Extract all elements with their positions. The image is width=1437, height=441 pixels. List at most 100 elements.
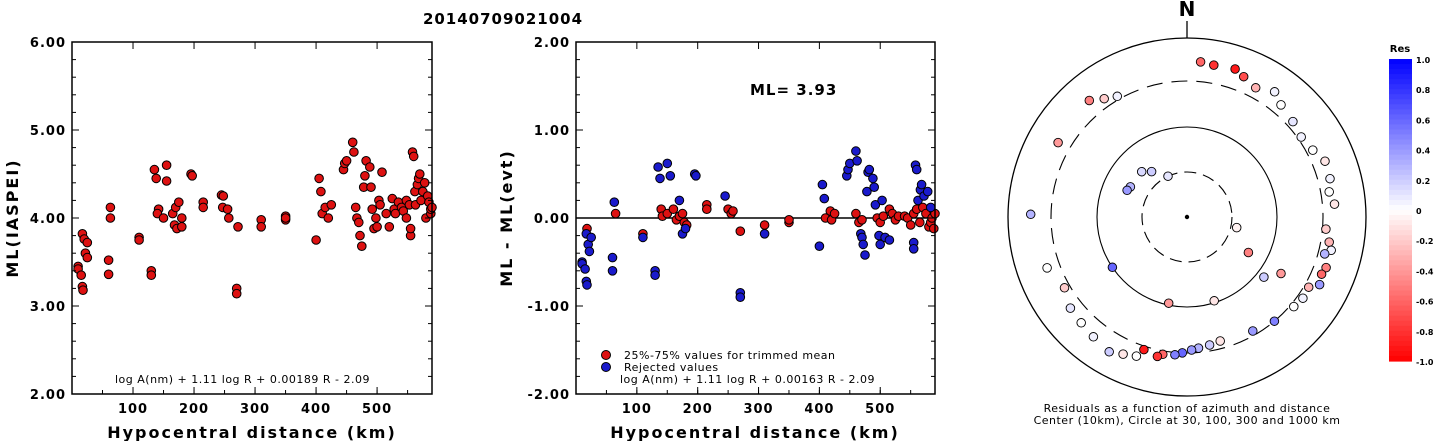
colorbar-cell [1389, 169, 1412, 176]
polar-residual-point [1276, 100, 1286, 110]
polar-residual-point [1329, 199, 1340, 209]
legend-accepted-marker [601, 350, 611, 360]
colorbar-tick-label: -0.8 [1416, 328, 1434, 337]
panel1-ticks: 100 200 300 400 500 2.00 3.00 4.00 5.00 6.00 [30, 36, 432, 417]
panel2-ytick-label: 1.00 [534, 124, 570, 139]
panel1-point [366, 182, 376, 192]
panel2-xtick-label: 300 [743, 402, 773, 417]
colorbar-tick-label: -0.6 [1416, 298, 1434, 307]
panel1-point [105, 213, 116, 223]
colorbar-cell [1389, 139, 1412, 146]
panel2-marks [576, 146, 940, 303]
colorbar-cell [1389, 305, 1412, 312]
panel1-point [82, 252, 93, 263]
panel2-ylabel: ML - ML(evt) [497, 149, 516, 287]
panel2-rejected-point [665, 171, 676, 181]
colorbar-cell [1389, 59, 1412, 65]
colorbar-cell [1389, 350, 1412, 357]
panel2-rejected-point [674, 195, 685, 206]
colorbar-cell [1389, 149, 1412, 156]
colorbar-cell [1389, 64, 1412, 70]
panel1-xtick-label: 400 [301, 402, 331, 417]
colorbar-tick-label: -0.2 [1416, 237, 1434, 246]
colorbar-tick-label: 0.8 [1416, 86, 1431, 95]
colorbar-cell [1389, 210, 1412, 216]
panel2-rejected-point [858, 239, 869, 250]
colorbar-cell [1389, 245, 1412, 251]
panel2-rejected-point [877, 195, 887, 206]
colorbar-cell [1389, 240, 1412, 246]
panel1-point [408, 151, 419, 162]
panel2-ytick-label: -2.00 [528, 388, 570, 403]
polar-residual-point [1250, 83, 1261, 93]
polar-residual-point [1238, 71, 1249, 82]
polar-residual-point [1308, 145, 1318, 155]
panel2-rejected-point [735, 292, 746, 303]
legend-rejected-label: Rejected values [624, 361, 719, 374]
polar-residual-point [1320, 156, 1330, 166]
panel2-point [857, 215, 867, 225]
panel1-point [151, 173, 161, 184]
panel1-ytick-label: 5.00 [30, 124, 66, 139]
panel2-point [829, 208, 840, 219]
colorbar-cell [1389, 325, 1412, 332]
panel1-point [187, 171, 197, 181]
panel2-point [929, 223, 939, 234]
panel1-ytick-label: 4.00 [30, 212, 66, 227]
colorbar-tick-label: -1.0 [1416, 358, 1434, 367]
polar-residual-point [1314, 279, 1325, 290]
panel2-point [759, 220, 770, 230]
panel2-point [702, 204, 712, 214]
panel-polar-residuals: N Residuals as a function of azimuth and… [1007, 0, 1367, 427]
panel2-rejected-point [653, 162, 663, 172]
panel1-point [218, 191, 229, 201]
panel1-point [357, 241, 367, 251]
polar-residual-point [1059, 283, 1070, 293]
colorbar-tick-label: 1.0 [1416, 56, 1431, 65]
legend-rejected-marker [601, 362, 611, 372]
panel2-rejected-point [908, 244, 919, 254]
panel1-point [355, 230, 365, 241]
colorbar-cell [1389, 174, 1412, 181]
panel2-rejected-point [638, 232, 648, 243]
polar-residual-point [1296, 132, 1306, 142]
panel1-point [149, 164, 160, 175]
colorbar-cell [1389, 144, 1412, 151]
panel2-rejected-point [851, 146, 861, 156]
panel1-point [174, 197, 184, 207]
colorbar-cell [1389, 330, 1412, 337]
polar-residual-point [1321, 262, 1331, 273]
panel1-xlabel: Hypocentral distance (km) [107, 423, 397, 441]
panel1-point [377, 167, 387, 177]
polar-residual-point [1152, 351, 1163, 362]
colorbar-cell [1389, 290, 1412, 297]
polar-residual-point [1269, 316, 1280, 326]
figure-title: 20140709021004 [423, 10, 583, 28]
panel2-xtick-label: 400 [804, 402, 834, 417]
panel2-rejected-point [607, 252, 618, 263]
panel1-point [326, 200, 337, 210]
colorbar-cell [1389, 295, 1412, 302]
colorbar-tick-label: -0.4 [1416, 267, 1434, 276]
colorbar-cell [1389, 159, 1412, 166]
panel2-rejected-point [580, 264, 590, 274]
colorbar-cell [1389, 89, 1412, 95]
panel1-point [419, 178, 430, 188]
panel2-rejected-point [875, 239, 886, 250]
panel2-rejected-point [691, 171, 701, 181]
polar-residual-point [1276, 268, 1286, 279]
ring-30km [1141, 171, 1233, 263]
polar-residual-point [1084, 95, 1095, 106]
polar-marks [1025, 57, 1340, 362]
colorbar-cell [1389, 69, 1412, 75]
colorbar-tick-label: 0.4 [1416, 147, 1431, 156]
colorbar: Res 1.0 0.8 0.6 0.4 0.2 0 -0.2 -0.4 -0.6 -0.8 -1.0 [1389, 44, 1434, 367]
panel1-point [316, 186, 326, 197]
panel2-rejected-point [862, 186, 872, 197]
panel1-point [365, 162, 375, 172]
panel2-point [668, 204, 679, 214]
colorbar-cell [1389, 300, 1412, 307]
colorbar-cell [1389, 250, 1412, 256]
panel2-ticks: 100 200 300 400 500 -2.00 -1.00 0.00 1.00 2.00 [528, 36, 935, 417]
polar-residual-point [1118, 349, 1128, 359]
